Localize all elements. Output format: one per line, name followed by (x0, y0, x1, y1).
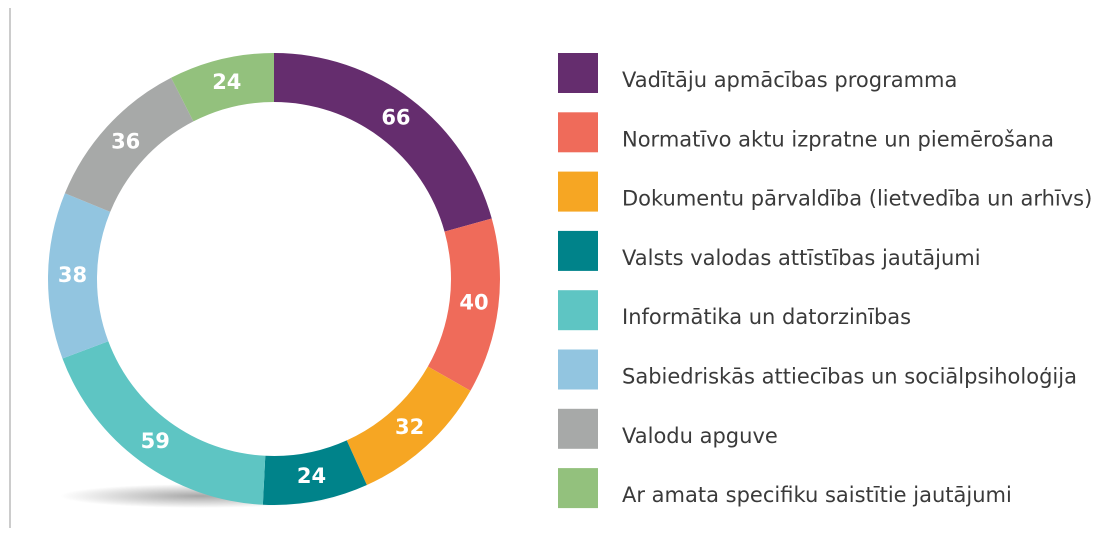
donut-segment (274, 53, 492, 232)
legend-label: Normatīvo aktu izpratne un piemērošana (622, 127, 1054, 151)
donut-segment (262, 440, 367, 505)
donut-segment (427, 218, 500, 391)
legend-label: Valodu apguve (622, 424, 778, 448)
data-label: 66 (381, 106, 410, 130)
data-label: 38 (58, 263, 87, 287)
legend-label: Dokumentu pārvaldība (lietvedība un arhī… (622, 187, 1092, 211)
legend-label: Vadītāju apmācības programma (622, 68, 957, 92)
data-label: 36 (111, 130, 140, 154)
legend-swatch (558, 230, 598, 271)
legend-swatch (558, 349, 598, 390)
legend-swatch (558, 468, 598, 509)
donut-segment (346, 366, 471, 486)
donut-segment (64, 77, 194, 212)
legend-label: Ar amata specifiku saistītie jautājumi (622, 483, 1012, 507)
donut-segment (62, 341, 266, 505)
data-label: 24 (212, 70, 241, 94)
legend-label: Sabiedriskās attiecības un sociālpsiholo… (622, 365, 1077, 389)
donut-segment (171, 53, 274, 122)
legend-swatch (558, 171, 598, 212)
donut-segment (47, 193, 111, 359)
data-label: 59 (141, 429, 170, 453)
data-label: 24 (297, 464, 326, 488)
legend-swatch (558, 408, 598, 449)
legend-swatch (558, 112, 598, 153)
legend-label: Valsts valodas attīstības jautājumi (622, 246, 981, 270)
data-label: 40 (459, 291, 488, 315)
data-label: 32 (395, 415, 424, 439)
legend-swatch (558, 290, 598, 331)
legend-label: Informātika un datorzinības (622, 305, 911, 329)
legend-swatch (558, 53, 598, 93)
